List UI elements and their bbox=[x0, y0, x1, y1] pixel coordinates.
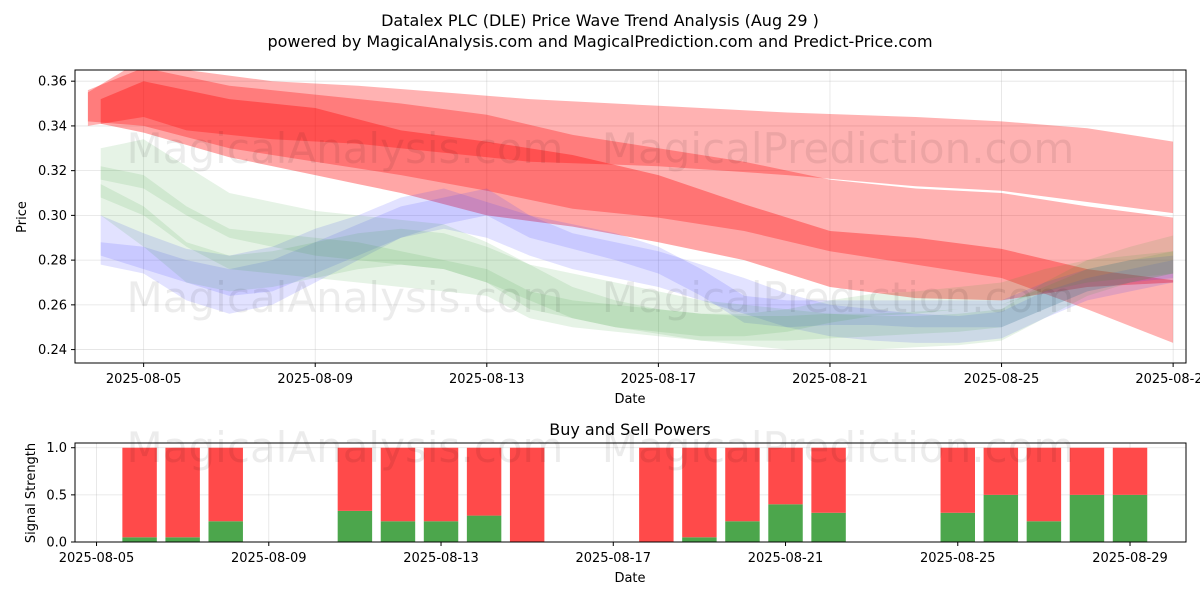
buy-bar bbox=[1112, 494, 1148, 542]
buy-bar bbox=[423, 521, 459, 542]
sell-bar bbox=[165, 447, 200, 538]
price-x-tick-label: 2025-08-09 bbox=[277, 372, 353, 387]
price-x-ticks: 2025-08-05 2025-08-09 2025-08-13 2025-08-17… bbox=[106, 363, 1200, 387]
buy-bar bbox=[682, 537, 717, 542]
blue-wave-2-band bbox=[100, 188, 1174, 328]
signal-x-ticks: 2025-08-05 2025-08-09 2025-08-13 2025-08-17… bbox=[59, 542, 1168, 566]
sell-bar bbox=[509, 447, 545, 542]
sell-bar bbox=[682, 447, 717, 538]
price-x-tick-label: 2025-08-25 bbox=[964, 372, 1040, 387]
signal-x-tick-label: 2025-08-25 bbox=[920, 551, 996, 566]
buy-bar bbox=[983, 494, 1019, 542]
price-y-tick-label: 0.32 bbox=[38, 164, 67, 179]
sell-bar bbox=[639, 447, 674, 542]
signal-x-tick-label: 2025-08-21 bbox=[748, 551, 824, 566]
sell-bar bbox=[337, 447, 373, 511]
buy-bar bbox=[940, 512, 975, 542]
price-y-tick-label: 0.34 bbox=[38, 119, 67, 134]
sell-bar bbox=[423, 447, 459, 522]
buy-bar bbox=[1069, 494, 1105, 542]
price-x-tick-label: 2025-08-21 bbox=[792, 372, 868, 387]
buy-bar bbox=[811, 512, 846, 542]
red-wave-long-1-band bbox=[87, 70, 1174, 214]
buy-bar bbox=[725, 521, 760, 542]
signal-x-tick-label: 2025-08-05 bbox=[59, 551, 135, 566]
price-grid bbox=[75, 70, 1186, 363]
price-y-tick-label: 0.26 bbox=[38, 298, 67, 313]
price-wave-chart: MagicalAnalysis.com MagicalPrediction.co… bbox=[15, 69, 1200, 407]
buy-bar bbox=[337, 510, 373, 542]
green-wave-3-band bbox=[100, 184, 1174, 337]
signal-x-tick-label: 2025-08-13 bbox=[403, 551, 479, 566]
price-y-tick-label: 0.30 bbox=[38, 209, 67, 224]
buy-bar bbox=[208, 521, 243, 542]
red-wave-long-2-band bbox=[87, 70, 1174, 343]
chart-subtitle: powered by MagicalAnalysis.com and Magic… bbox=[267, 32, 932, 51]
price-y-ticks: 0.24 0.26 0.28 0.30 0.32 0.34 0.36 bbox=[38, 75, 75, 358]
signal-y-tick-label: 0.0 bbox=[46, 536, 67, 551]
signal-y-tick-label: 1.0 bbox=[46, 441, 67, 456]
sell-bar bbox=[380, 447, 416, 522]
signal-x-axis-title: Date bbox=[614, 571, 645, 586]
price-x-tick-label: 2025-08-17 bbox=[621, 372, 697, 387]
price-y-tick-label: 0.24 bbox=[38, 343, 67, 358]
price-x-tick-label: 2025-08-13 bbox=[449, 372, 525, 387]
green-wave-2-band bbox=[100, 166, 1174, 341]
sell-bar bbox=[940, 447, 975, 513]
signal-y-ticks: 0.0 0.5 1.0 bbox=[46, 441, 75, 551]
watermark-prediction-mid: MagicalPrediction.com bbox=[602, 273, 1075, 322]
buy-bar bbox=[768, 504, 803, 542]
buy-bar bbox=[165, 537, 200, 542]
signal-y-axis-title: Signal Strength bbox=[24, 443, 39, 543]
buy-bar bbox=[122, 537, 157, 542]
green-wave-1-band bbox=[100, 139, 1174, 350]
red-wave-mid-band bbox=[100, 81, 1174, 301]
price-y-tick-label: 0.28 bbox=[38, 254, 67, 269]
signal-plot-frame bbox=[74, 442, 1187, 543]
sell-bar bbox=[1069, 447, 1105, 495]
signal-chart-title: Buy and Sell Powers bbox=[549, 420, 711, 439]
chart-title: Datalex PLC (DLE) Price Wave Trend Analy… bbox=[381, 11, 819, 30]
sell-bar bbox=[122, 447, 157, 538]
buy-bar bbox=[466, 515, 502, 542]
signal-x-tick-label: 2025-08-17 bbox=[575, 551, 651, 566]
sell-bar bbox=[983, 447, 1019, 495]
watermark-prediction-top: MagicalPrediction.com bbox=[602, 124, 1075, 173]
price-x-tick-label: 2025-08-29 bbox=[1135, 372, 1200, 387]
sell-bar bbox=[1026, 447, 1062, 522]
price-y-axis-title: Price bbox=[15, 201, 30, 233]
signal-chart: Buy and Sell Powers MagicalAnalysis.com … bbox=[24, 420, 1187, 586]
watermark-analysis-top: MagicalAnalysis.com bbox=[127, 124, 564, 173]
blue-wave-1-band bbox=[100, 188, 1174, 343]
watermark-prediction-bottom: MagicalPrediction.com bbox=[602, 423, 1075, 472]
price-x-axis-title: Date bbox=[614, 392, 645, 407]
price-plot-frame bbox=[74, 69, 1187, 364]
watermark-analysis-mid: MagicalAnalysis.com bbox=[127, 273, 564, 322]
sell-bar bbox=[768, 447, 803, 505]
sell-bar bbox=[811, 447, 846, 513]
price-y-tick-label: 0.36 bbox=[38, 75, 67, 90]
buy-bar bbox=[380, 521, 416, 542]
buy-bar bbox=[1026, 521, 1062, 542]
signal-bars bbox=[122, 447, 1148, 542]
signal-x-tick-label: 2025-08-09 bbox=[231, 551, 307, 566]
signal-y-tick-label: 0.5 bbox=[46, 488, 67, 503]
sell-bar bbox=[1112, 447, 1148, 495]
sell-bar bbox=[466, 447, 502, 516]
signal-x-tick-label: 2025-08-29 bbox=[1092, 551, 1168, 566]
watermark-analysis-bottom: MagicalAnalysis.com bbox=[127, 423, 564, 472]
sell-bar bbox=[725, 447, 760, 522]
price-wave-bands bbox=[87, 70, 1174, 350]
sell-bar bbox=[208, 447, 243, 522]
price-x-tick-label: 2025-08-05 bbox=[106, 372, 182, 387]
